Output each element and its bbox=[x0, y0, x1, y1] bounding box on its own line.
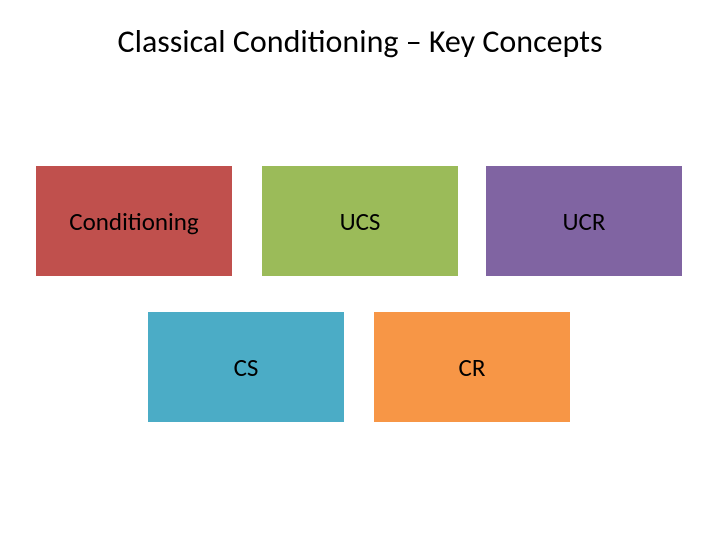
box-ucs: UCS bbox=[262, 166, 458, 276]
box-cs: CS bbox=[148, 312, 344, 422]
box-label: Conditioning bbox=[69, 206, 198, 237]
box-label: CS bbox=[234, 352, 259, 383]
box-conditioning: Conditioning bbox=[36, 166, 232, 276]
box-label: UCR bbox=[563, 206, 606, 237]
box-label: UCS bbox=[340, 206, 381, 237]
box-label: CR bbox=[459, 352, 486, 383]
box-ucr: UCR bbox=[486, 166, 682, 276]
slide-title: Classical Conditioning – Key Concepts bbox=[0, 22, 720, 61]
box-cr: CR bbox=[374, 312, 570, 422]
